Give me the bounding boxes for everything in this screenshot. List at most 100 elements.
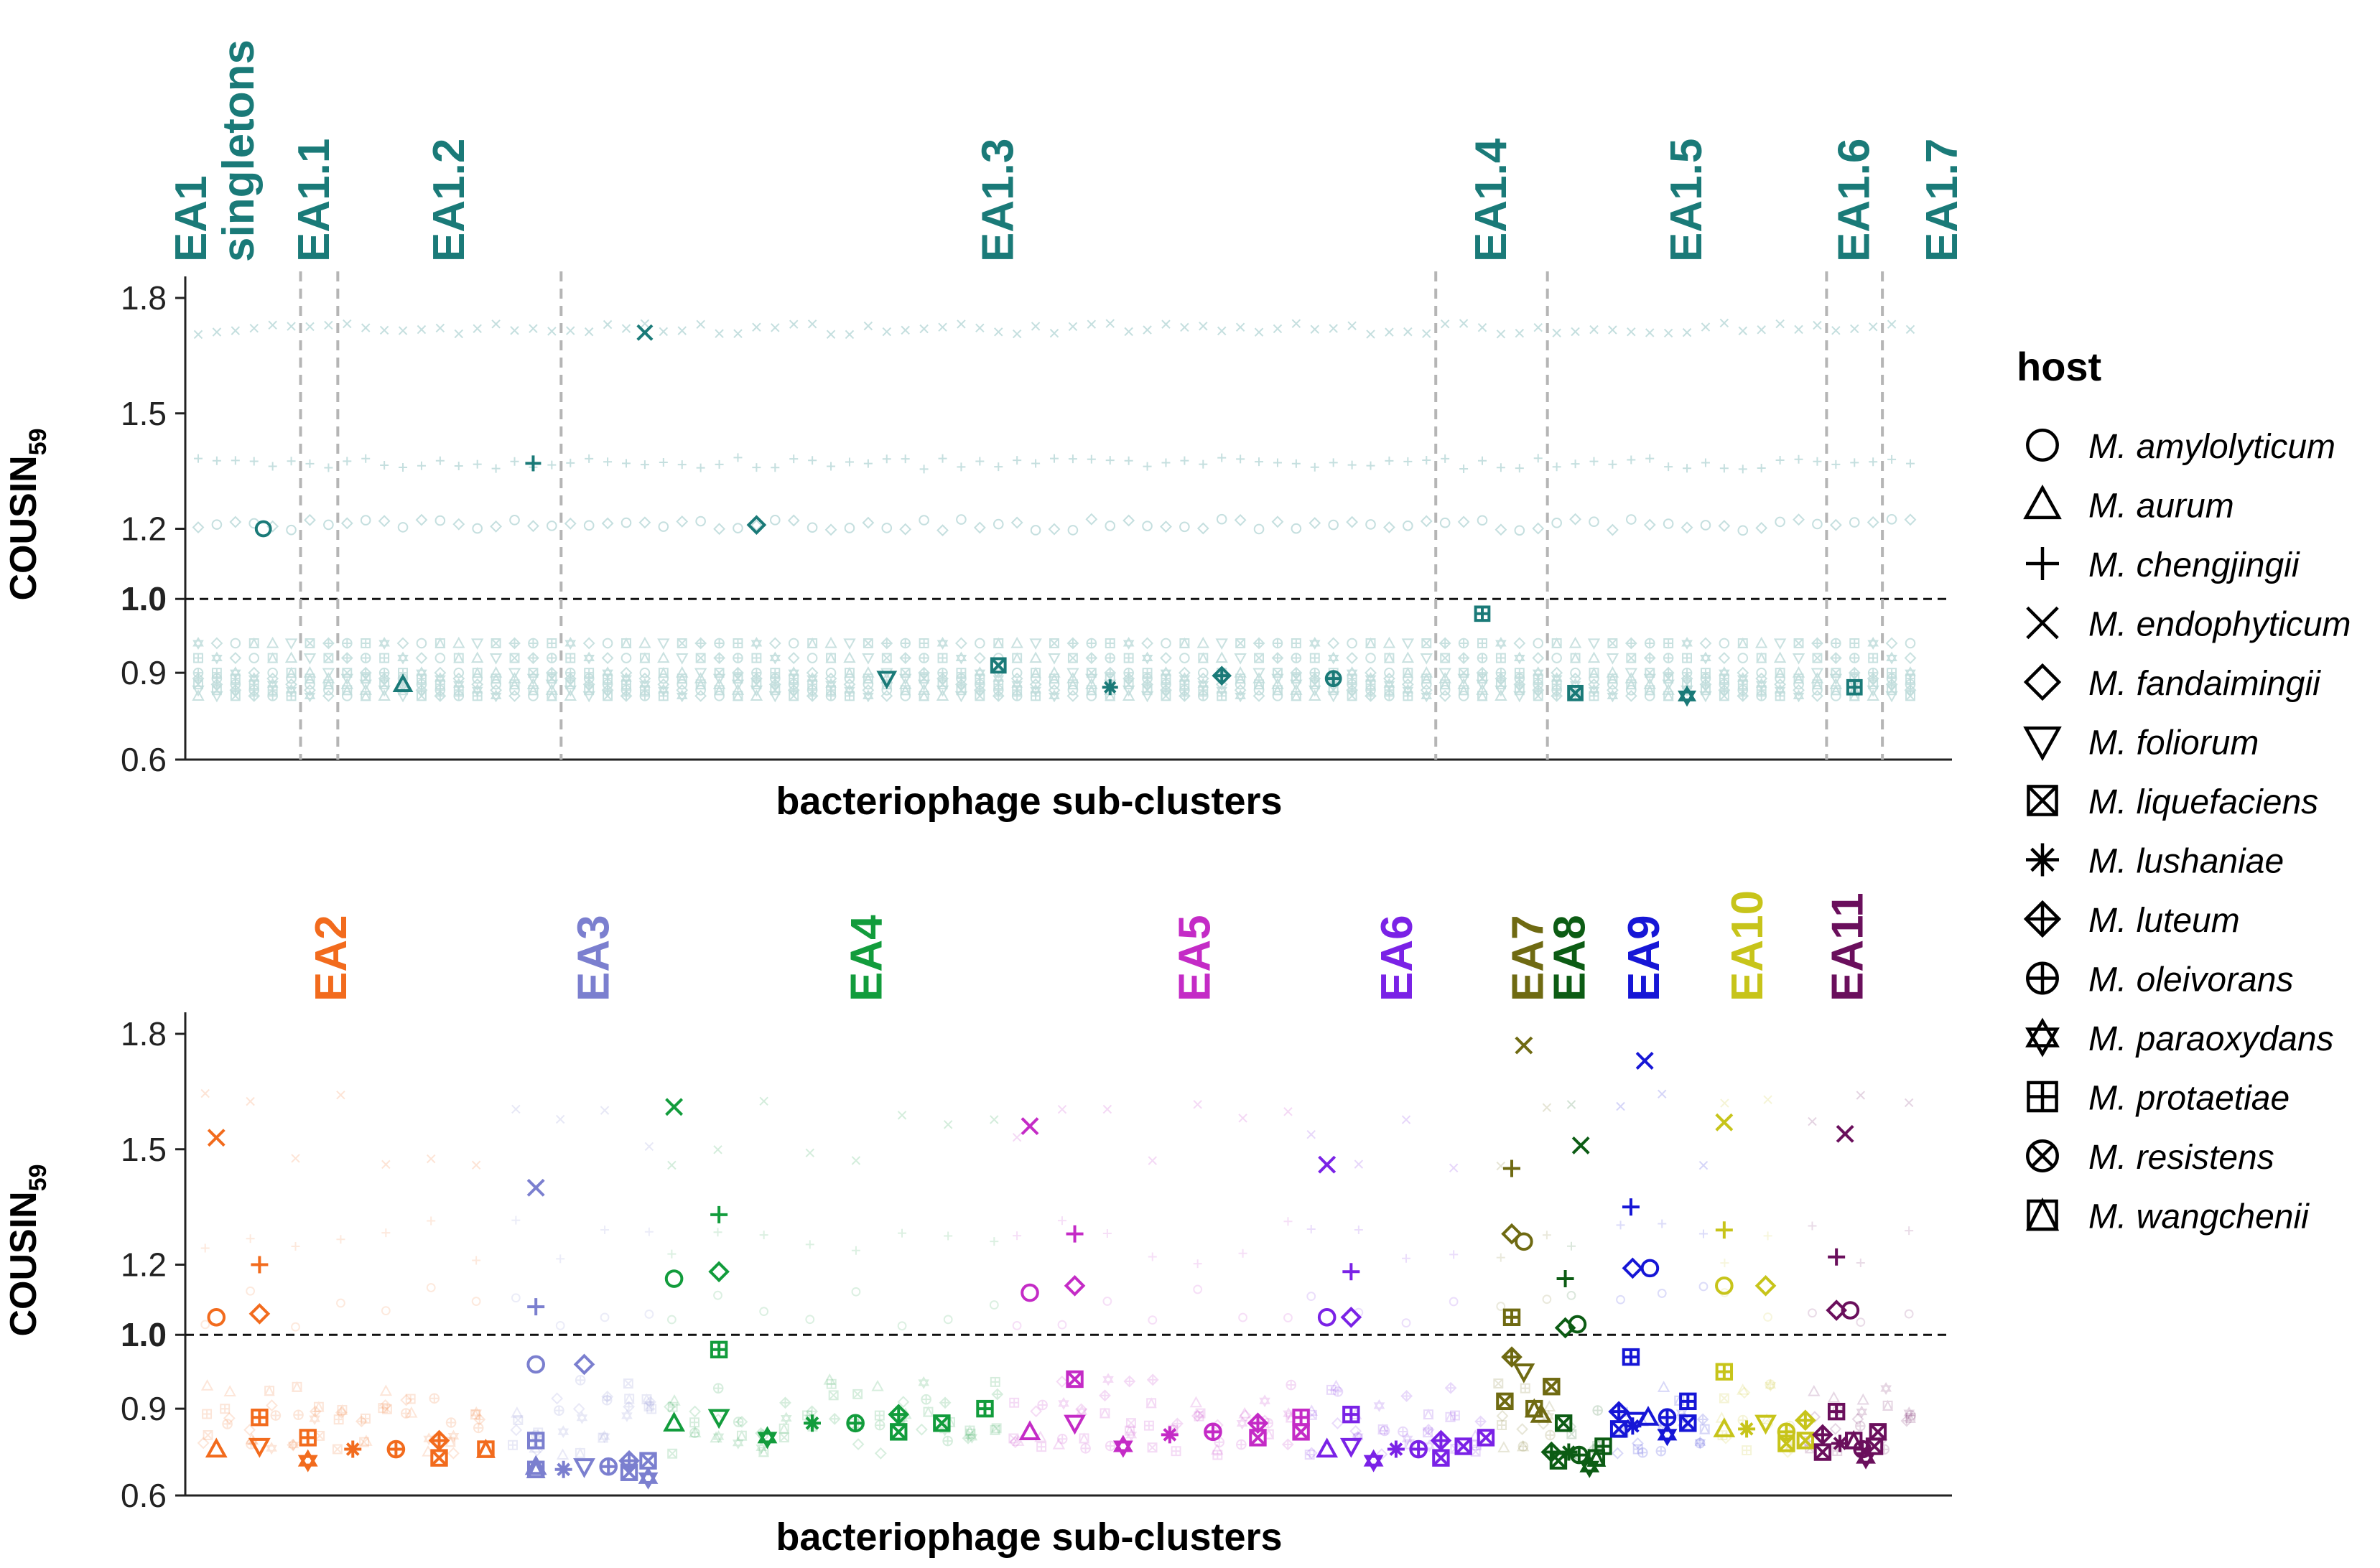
background-mark [1566,1291,1576,1300]
background-mark [771,323,780,332]
background-mark [1606,666,1619,678]
background-mark [417,325,427,335]
background-mark [1829,673,1843,686]
background-mark [1813,320,1822,330]
background-mark [547,521,557,531]
host-marker [1502,1308,1521,1327]
background-mark [526,678,540,689]
legend-item: M. resistens [2026,1139,2274,1177]
background-mark [1420,683,1433,696]
background-mark [1401,1318,1411,1327]
background-mark [1010,636,1023,648]
y-axis-label: COUSIN59 [3,1164,52,1336]
host-marker [1432,1449,1450,1467]
background-mark [1571,327,1580,337]
background-mark [545,683,559,695]
host-marker [1501,1346,1523,1368]
background-mark [1738,326,1748,336]
group-label: EA9 [1619,915,1669,1002]
background-mark [229,652,242,664]
background-mark [1477,323,1487,332]
background-mark [695,653,706,663]
background-mark [1569,513,1581,526]
background-mark [1449,1250,1459,1259]
background-mark [862,516,875,529]
background-mark [528,638,539,649]
background-mark [1885,691,1898,703]
background-mark [1681,667,1693,678]
background-mark [193,330,203,340]
background-mark [955,637,967,650]
background-mark [917,679,931,691]
host-marker [1543,1378,1561,1396]
background-mark [1867,685,1879,697]
background-mark [304,689,316,703]
background-mark [1495,667,1507,678]
background-mark [264,1385,275,1396]
background-mark [304,672,316,684]
background-mark [378,685,391,697]
background-mark [1701,322,1711,332]
background-mark [378,667,390,678]
background-mark [696,463,705,472]
background-mark [266,636,279,648]
host-marker [1409,1439,1428,1459]
background-mark [1253,523,1265,535]
background-mark [936,636,949,650]
background-mark [989,1424,1001,1435]
legend-symbol-icon [2026,961,2059,995]
background-mark [1476,679,1489,691]
background-mark [491,464,501,473]
background-mark [336,1090,345,1100]
background-mark [641,1393,653,1404]
host-marker [707,1409,730,1429]
background-mark [1495,636,1507,650]
background-mark [1238,1406,1251,1419]
background-mark [676,689,688,703]
background-mark [526,673,540,686]
host-marker [1363,1449,1384,1473]
background-mark [732,666,744,679]
background-mark [1346,652,1359,664]
background-mark [845,457,854,467]
background-mark [1180,456,1189,465]
host-marker [207,1308,226,1327]
background-mark [880,637,893,650]
background-mark [898,1228,907,1238]
background-mark [1658,1219,1667,1228]
background-mark [1140,691,1154,703]
background-mark [1793,678,1804,690]
host-marker [248,1303,271,1325]
background-mark [713,1290,722,1300]
background-mark [1124,327,1133,337]
background-mark [1643,673,1656,686]
background-mark [557,1425,570,1439]
background-mark [751,667,762,678]
background-mark [1141,651,1153,665]
background-mark [943,1315,953,1325]
legend-symbol-icon [2023,663,2062,701]
group-label: EA1.5 [1662,139,1711,262]
background-mark [1737,525,1749,536]
background-mark [696,319,705,330]
background-mark [1283,1407,1294,1421]
background-mark [620,666,633,679]
background-mark [1125,1428,1138,1442]
background-mark [564,517,577,530]
background-mark [771,463,780,472]
background-mark [324,463,333,472]
background-mark [285,683,297,697]
background-mark [1049,328,1059,338]
background-mark [874,1410,885,1421]
host-marker [618,1450,640,1472]
background-mark [1624,672,1638,683]
group-label: EA8 [1545,915,1594,1002]
background-mark [667,1249,677,1259]
background-mark [1217,326,1227,336]
background-mark [898,678,912,689]
background-mark [508,672,521,683]
background-mark [1495,523,1507,536]
background-mark [1763,1095,1772,1104]
background-mark [1194,1411,1204,1422]
legend-label: M. endophyticum [2088,606,2351,644]
